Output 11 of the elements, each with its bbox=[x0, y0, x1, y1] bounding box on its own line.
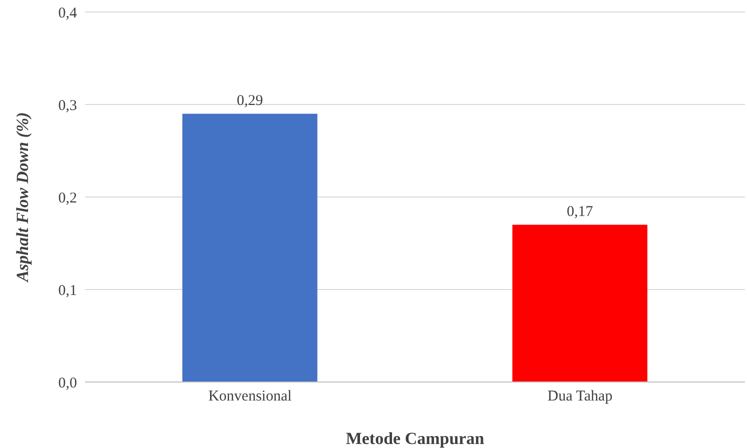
y-tick-label: 0,1 bbox=[58, 282, 77, 299]
y-tick-label: 0,3 bbox=[58, 98, 77, 114]
y-tick-label: 0,2 bbox=[58, 190, 77, 206]
y-tick-label: 0,0 bbox=[58, 375, 77, 392]
y-axis-title: Asphalt Flow Down (%) bbox=[13, 112, 32, 283]
x-tick-label: Konvensional bbox=[208, 388, 292, 405]
data-label: 0,29 bbox=[236, 92, 263, 109]
data-label: 0,17 bbox=[566, 204, 594, 220]
y-tick-label: 0,4 bbox=[58, 5, 78, 22]
x-axis-title: Metode Campuran bbox=[346, 429, 485, 448]
x-tick-label: Dua Tahap bbox=[548, 388, 612, 405]
